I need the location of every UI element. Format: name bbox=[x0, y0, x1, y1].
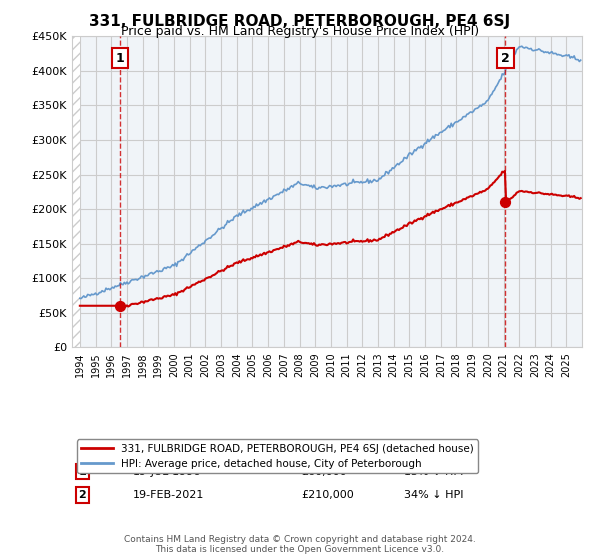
Text: 19-FEB-2021: 19-FEB-2021 bbox=[133, 490, 205, 500]
Point bbox=[115, 301, 125, 310]
Text: 15% ↓ HPI: 15% ↓ HPI bbox=[404, 466, 463, 477]
Text: 331, FULBRIDGE ROAD, PETERBOROUGH, PE4 6SJ: 331, FULBRIDGE ROAD, PETERBOROUGH, PE4 6… bbox=[89, 14, 511, 29]
Text: 2: 2 bbox=[501, 52, 510, 64]
Text: Contains HM Land Registry data © Crown copyright and database right 2024.
This d: Contains HM Land Registry data © Crown c… bbox=[124, 535, 476, 554]
Text: £60,000: £60,000 bbox=[302, 466, 347, 477]
Text: 2: 2 bbox=[79, 490, 86, 500]
Text: Price paid vs. HM Land Registry's House Price Index (HPI): Price paid vs. HM Land Registry's House … bbox=[121, 25, 479, 38]
Point bbox=[500, 198, 510, 207]
Text: 1: 1 bbox=[115, 52, 124, 64]
Text: £210,000: £210,000 bbox=[302, 490, 354, 500]
Legend: 331, FULBRIDGE ROAD, PETERBOROUGH, PE4 6SJ (detached house), HPI: Average price,: 331, FULBRIDGE ROAD, PETERBOROUGH, PE4 6… bbox=[77, 440, 478, 473]
Text: 34% ↓ HPI: 34% ↓ HPI bbox=[404, 490, 463, 500]
Bar bbox=[72, 36, 80, 347]
Text: 19-JUL-1996: 19-JUL-1996 bbox=[133, 466, 202, 477]
Text: 1: 1 bbox=[79, 466, 86, 477]
